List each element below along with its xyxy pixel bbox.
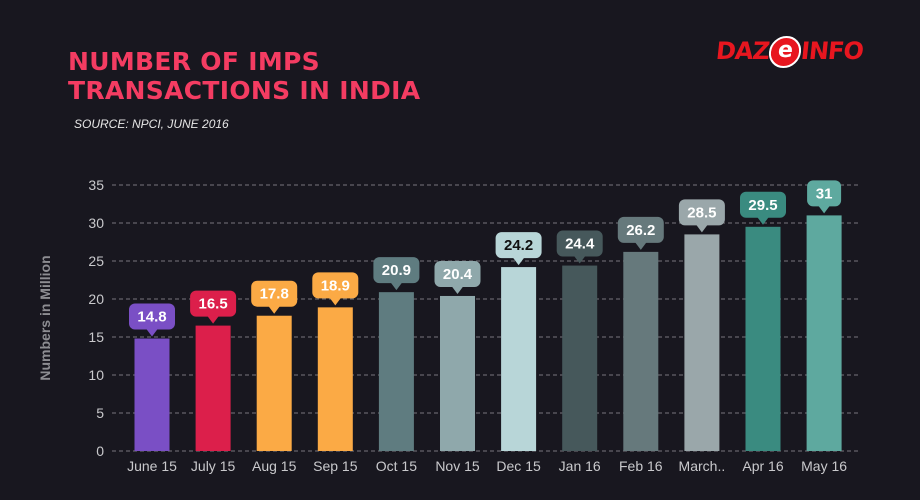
data-label: 24.4 (565, 236, 595, 253)
x-tick-label: Oct 15 (376, 458, 417, 474)
x-tick-label: Feb 16 (619, 458, 663, 474)
data-label: 24.2 (504, 237, 533, 254)
y-tick-label: 20 (88, 291, 104, 307)
y-tick-label: 35 (88, 177, 104, 193)
y-axis-label: Numbers in Million (37, 255, 53, 380)
data-label: 31 (816, 185, 833, 202)
title-line-1: NUMBER OF IMPS (68, 47, 320, 76)
y-tick-label: 25 (88, 253, 104, 269)
y-tick-label: 0 (96, 443, 104, 459)
data-label-bubble (434, 260, 481, 287)
data-label-pointer (695, 224, 708, 233)
data-label-pointer (207, 315, 220, 324)
data-label-pointer (390, 282, 403, 291)
data-label-bubble (740, 191, 786, 218)
data-label: 29.5 (748, 197, 777, 214)
data-label-pointer (818, 205, 831, 214)
x-tick-label: June 15 (127, 458, 177, 474)
data-label-pointer (757, 216, 769, 225)
title-line-2: TRANSACTIONS IN INDIA (68, 76, 421, 105)
bar (440, 295, 475, 451)
x-tick-label: March.. (679, 458, 726, 474)
data-label-bubble (312, 272, 359, 299)
x-tick-label: Nov 15 (435, 458, 480, 474)
data-label-bubble (129, 303, 175, 330)
data-label-pointer (329, 297, 342, 306)
y-tick-label: 30 (88, 215, 104, 231)
bar (134, 338, 170, 451)
bar (623, 251, 659, 451)
data-label: 14.8 (137, 309, 166, 326)
data-label: 17.8 (260, 286, 289, 303)
y-tick-label: 15 (88, 329, 104, 345)
data-label-pointer (512, 257, 525, 266)
x-tick-label: May 16 (801, 458, 847, 474)
bar (562, 265, 598, 451)
x-tick-label: July 15 (191, 458, 236, 474)
y-tick-label: 10 (88, 367, 104, 383)
data-label-bubble (251, 280, 298, 307)
bar (378, 292, 414, 451)
data-label-bubble (556, 230, 603, 257)
bar (317, 307, 353, 451)
data-label-pointer (268, 305, 281, 314)
data-label: 18.9 (321, 277, 350, 294)
data-label-bubble (617, 216, 664, 243)
x-tick-label: Jan 16 (559, 458, 601, 474)
bar (501, 267, 537, 451)
y-tick-label: 5 (96, 405, 104, 421)
bar (684, 234, 720, 451)
data-label-pointer (146, 328, 158, 337)
bar (806, 215, 842, 451)
data-label: 28.5 (687, 204, 716, 221)
data-label: 16.5 (198, 296, 227, 313)
data-label-pointer (451, 285, 464, 294)
data-label-bubble (807, 180, 842, 207)
data-label: 20.4 (443, 266, 473, 283)
chart-title: NUMBER OF IMPS TRANSACTIONS IN INDIA (68, 47, 420, 105)
source-note: SOURCE: NPCI, JUNE 2016 (74, 117, 229, 131)
x-tick-label: Sep 15 (313, 458, 358, 474)
data-label-pointer (573, 255, 586, 264)
data-label-bubble (190, 290, 237, 317)
data-label-pointer (634, 241, 647, 250)
x-tick-label: Aug 15 (252, 458, 297, 474)
data-label-bubble (495, 232, 542, 259)
x-tick-label: Apr 16 (742, 458, 783, 474)
data-label-bubble (678, 199, 725, 226)
data-label-bubble (373, 257, 420, 284)
data-label: 26.2 (626, 222, 655, 239)
bar (256, 315, 292, 451)
data-label: 20.9 (382, 262, 411, 279)
bar (745, 226, 781, 451)
x-tick-label: Dec 15 (496, 458, 541, 474)
bar (195, 325, 231, 451)
